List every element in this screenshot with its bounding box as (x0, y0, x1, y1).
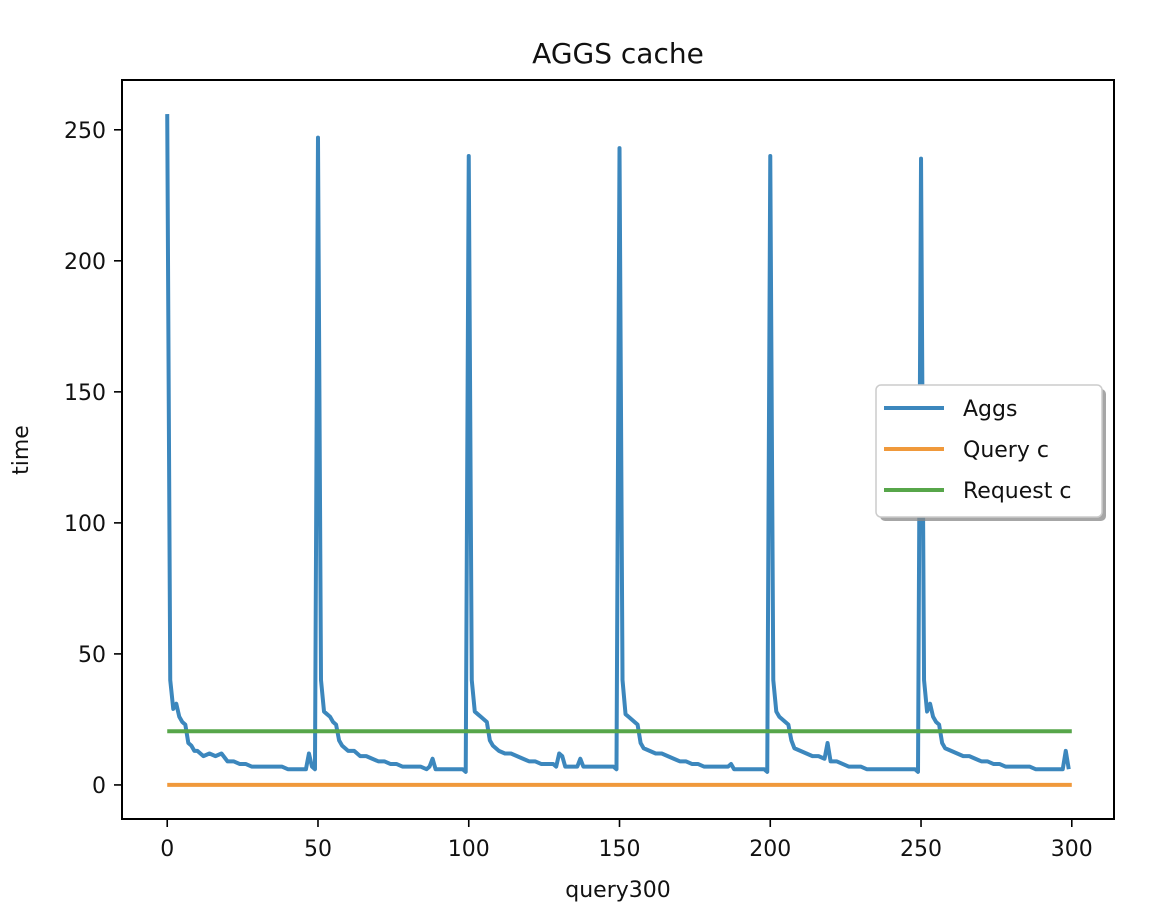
chart-title: AGGS cache (532, 37, 704, 70)
x-tick-label: 100 (448, 837, 490, 862)
plot-frame (121, 79, 1115, 820)
legend-label: Request c (963, 479, 1071, 504)
x-tick-label: 150 (599, 837, 641, 862)
legend: Aggs Query c Request c (875, 384, 1106, 521)
y-tick-label: 0 (92, 774, 106, 799)
y-tick-label: 200 (64, 250, 106, 275)
legend-box (875, 384, 1103, 518)
y-axis-label: time (9, 425, 34, 475)
y-tick-label: 150 (64, 381, 106, 406)
y-axis: 0 50 100 150 200 250 (64, 119, 122, 799)
x-axis-label: query300 (565, 878, 671, 903)
x-tick-label: 50 (304, 837, 332, 862)
x-tick-label: 200 (749, 837, 791, 862)
x-axis: 0 50 100 150 200 250 300 (160, 819, 1093, 862)
x-tick-label: 300 (1051, 837, 1093, 862)
x-tick-label: 0 (160, 837, 174, 862)
series-layer (165, 114, 1072, 787)
legend-label: Aggs (963, 397, 1017, 422)
y-tick-label: 100 (64, 512, 106, 537)
y-tick-label: 50 (78, 643, 106, 668)
y-tick-label: 250 (64, 119, 106, 144)
legend-label: Query c (963, 438, 1049, 463)
x-tick-label: 250 (900, 837, 942, 862)
series-line-aggs (165, 114, 1071, 774)
